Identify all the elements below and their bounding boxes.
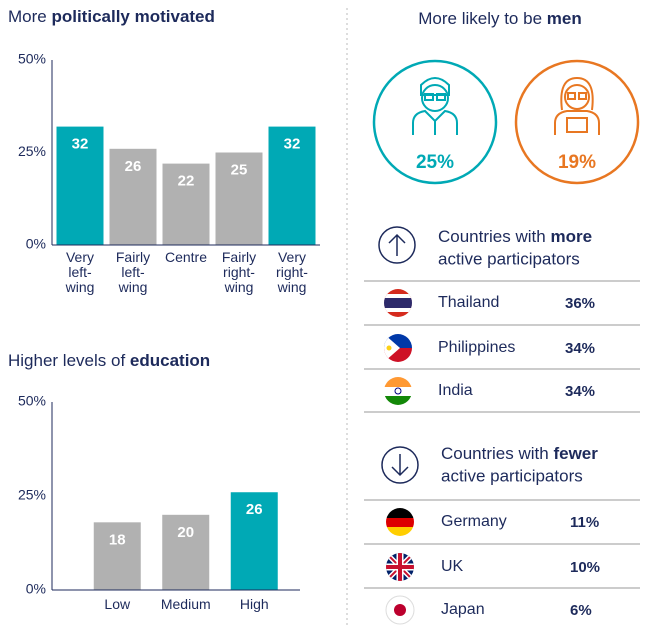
country: Germany [441, 513, 507, 530]
rules [364, 280, 640, 589]
men-pct: 25% [416, 152, 454, 173]
chart-title: More politically motivated [8, 7, 215, 26]
bar [56, 126, 104, 245]
down-arrow [391, 454, 409, 477]
y-tick-label: 25% [18, 143, 46, 159]
x-tick-label: High [240, 596, 269, 612]
bar [230, 492, 278, 590]
section-heading: Countries with fewer [441, 444, 598, 463]
women-circle [514, 59, 640, 185]
x-tick-label: Fairly left-wing [116, 249, 150, 295]
value-label: 32 [284, 136, 301, 153]
section-heading: active participators [438, 249, 580, 268]
bar [93, 522, 141, 590]
y-tick-label: 50% [18, 393, 46, 409]
up-arrow [388, 233, 406, 256]
bar [215, 152, 263, 245]
country-pct: 10% [570, 559, 600, 576]
y-tick-label: 0% [26, 236, 46, 252]
flag-germany [386, 508, 414, 536]
country: Philippines [438, 339, 515, 356]
country: Japan [441, 601, 485, 618]
country-pct: 36% [565, 295, 595, 312]
country: UK [441, 558, 464, 575]
women-pct: 19% [558, 152, 596, 173]
flag-outline [385, 595, 415, 625]
bar [268, 126, 316, 245]
y-tick-label: 50% [18, 51, 46, 67]
flag-thailand [384, 289, 412, 317]
down-icon [381, 446, 419, 484]
chart-title: Higher levels of education [8, 351, 210, 370]
x-tick-label: Fairly right-wing [222, 249, 256, 295]
country-pct: 34% [565, 340, 595, 357]
flag-japan [386, 596, 414, 624]
bar [109, 148, 157, 245]
country-pct: 11% [570, 514, 599, 531]
x-tick-label: Very left-wing [65, 249, 95, 295]
x-tick-label: Low [104, 596, 131, 612]
flag-philippines [384, 334, 412, 362]
x-tick-label: Centre [165, 249, 207, 265]
country-pct: 34% [565, 383, 595, 400]
y-tick-label: 0% [26, 581, 46, 597]
value-label: 26 [125, 158, 142, 175]
section-heading: active participators [441, 466, 583, 485]
panel-title: More likely to be men [418, 9, 581, 28]
value-label: 26 [246, 501, 263, 518]
value-label: 22 [178, 173, 195, 190]
woman-icon [554, 76, 600, 135]
value-label: 25 [231, 161, 248, 178]
value-label: 32 [72, 136, 89, 153]
value-label: 20 [177, 524, 194, 541]
bar [162, 163, 210, 245]
bar [162, 514, 210, 590]
country-pct: 6% [570, 602, 592, 619]
flag-india [384, 377, 412, 405]
y-tick-label: 25% [18, 487, 46, 503]
value-label: 18 [109, 531, 126, 548]
section-heading: Countries with more [438, 227, 592, 246]
man-icon [412, 77, 458, 135]
men-circle [372, 59, 498, 185]
country: Thailand [438, 294, 499, 311]
x-tick-label: Medium [161, 596, 211, 612]
country: India [438, 382, 473, 399]
up-icon [378, 226, 416, 264]
flag-uk [386, 553, 414, 581]
x-tick-label: Very right-wing [276, 249, 308, 295]
